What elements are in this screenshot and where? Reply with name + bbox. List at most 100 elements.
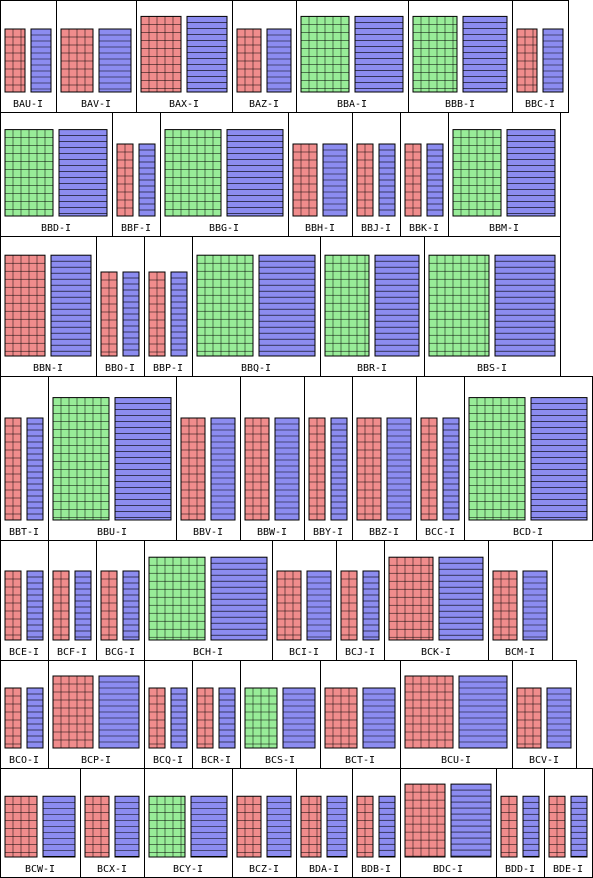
cell-label: BBC-I (525, 99, 555, 110)
tile-region (26, 570, 44, 641)
tile-region (30, 28, 52, 93)
cell-label: BBF-I (121, 223, 151, 234)
tile-region (506, 129, 556, 217)
tile-region (468, 397, 526, 521)
cell-label: BBJ-I (361, 223, 391, 234)
cell-label: BCO-I (9, 755, 39, 766)
tile-region (180, 417, 206, 521)
tile-region (450, 783, 492, 858)
tile-region (258, 254, 316, 357)
cell-label: BCS-I (265, 755, 295, 766)
cell-label: BBQ-I (241, 363, 271, 374)
tile-region (74, 570, 92, 641)
cell-label: BCM-I (505, 647, 535, 658)
tile-region (52, 397, 110, 521)
cell-label: BDD-I (505, 864, 535, 875)
tile-region (292, 143, 318, 217)
tile-region (354, 15, 404, 93)
cell-label: BBK-I (409, 223, 439, 234)
cell-label: BCW-I (25, 864, 55, 875)
tile-region (378, 795, 396, 858)
tile-region (226, 129, 284, 217)
tile-region (52, 675, 94, 749)
tile-region (244, 417, 270, 521)
cell-label: BDA-I (309, 864, 339, 875)
cell-label: BCQ-I (153, 755, 183, 766)
tile-region (516, 687, 542, 749)
cell-label: BAU-I (13, 99, 43, 110)
cell-label: BBH-I (305, 223, 335, 234)
cell-label: BBB-I (445, 99, 475, 110)
cell-label: BBR-I (357, 363, 387, 374)
tile-region (148, 556, 206, 641)
tile-region (266, 28, 292, 93)
tile-region (164, 129, 222, 217)
tile-region (114, 397, 172, 521)
tile-region (442, 417, 460, 521)
cell-label: BCE-I (9, 647, 39, 658)
tile-region (386, 417, 412, 521)
cell-label: BCK-I (421, 647, 451, 658)
cell-label: BDE-I (553, 864, 583, 875)
tile-region (210, 556, 268, 641)
cell-label: BCY-I (173, 864, 203, 875)
cell-label: BCZ-I (249, 864, 279, 875)
tile-region (58, 129, 108, 217)
tile-region (324, 254, 370, 357)
cell-label: BAV-I (81, 99, 111, 110)
tile-region (98, 28, 132, 93)
tile-region (462, 15, 508, 93)
cell-label: BDC-I (433, 864, 463, 875)
tile-region (494, 254, 556, 357)
cell-label: BBY-I (313, 527, 343, 538)
cell-label: BCH-I (193, 647, 223, 658)
cell-label: BCX-I (97, 864, 127, 875)
tile-region (374, 254, 420, 357)
tile-region (570, 795, 588, 858)
tile-region (42, 795, 76, 858)
cell-label: BBA-I (337, 99, 367, 110)
tile-region (186, 15, 228, 93)
tile-region (492, 570, 518, 641)
tile-region (530, 397, 588, 521)
tile-region (190, 795, 228, 858)
tile-region (4, 254, 46, 357)
cell-label: BBP-I (153, 363, 183, 374)
cell-label: BCJ-I (345, 647, 375, 658)
tile-region (236, 795, 262, 858)
cell-label: BCF-I (57, 647, 87, 658)
cell-label: BBW-I (257, 527, 287, 538)
tile-region (196, 254, 254, 357)
cell-label: BCT-I (345, 755, 375, 766)
tile-region (236, 28, 262, 93)
cell-label: BAZ-I (249, 99, 279, 110)
tile-region (516, 28, 538, 93)
cell-label: BAX-I (169, 99, 199, 110)
tile-region (438, 556, 484, 641)
cell-label: BCC-I (425, 527, 455, 538)
cell-label: BBG-I (209, 223, 239, 234)
cell-label: BBD-I (41, 223, 71, 234)
cell-label: BCG-I (105, 647, 135, 658)
cell-label: BBV-I (193, 527, 223, 538)
tile-region (266, 795, 292, 858)
tile-region (114, 795, 140, 858)
cell-label: BBM-I (489, 223, 519, 234)
tile-region (412, 15, 458, 93)
tile-region (522, 570, 548, 641)
cell-label: BBO-I (105, 363, 135, 374)
tile-region (140, 15, 182, 93)
tile-region (306, 570, 332, 641)
cell-label: BBZ-I (369, 527, 399, 538)
tile-region (210, 417, 236, 521)
tile-region (330, 417, 348, 521)
tile-region (522, 795, 540, 858)
tile-region (362, 570, 380, 641)
tile-region (84, 795, 110, 858)
tile-region (542, 28, 564, 93)
tile-region (26, 417, 44, 521)
cell-label: BCU-I (441, 755, 471, 766)
tile-region (122, 570, 140, 641)
